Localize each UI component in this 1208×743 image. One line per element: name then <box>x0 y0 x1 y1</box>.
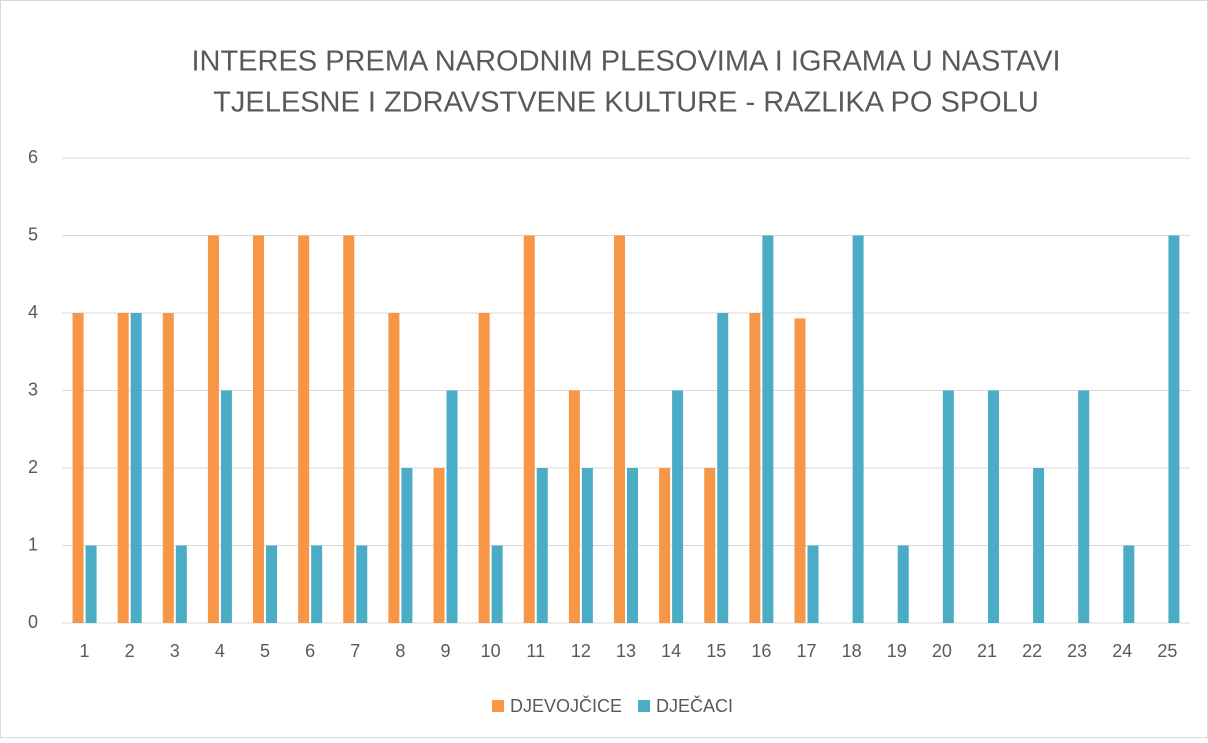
bar <box>1168 235 1180 623</box>
y-tick-label: 4 <box>28 302 38 322</box>
x-tick-label: 8 <box>395 641 405 661</box>
bar <box>794 318 806 623</box>
y-tick-label: 5 <box>28 224 38 244</box>
bar <box>433 468 445 623</box>
y-tick-label: 3 <box>28 379 38 399</box>
bar <box>388 313 400 623</box>
x-tick-label: 23 <box>1067 641 1087 661</box>
x-tick-label: 2 <box>125 641 135 661</box>
bar <box>130 313 142 623</box>
bar <box>852 235 864 623</box>
bar <box>343 235 355 623</box>
x-tick-label: 5 <box>260 641 270 661</box>
y-tick-label: 1 <box>28 534 38 554</box>
bar <box>253 235 265 623</box>
bar <box>162 313 174 623</box>
x-tick-label: 19 <box>887 641 907 661</box>
bar <box>581 468 593 623</box>
x-tick-label: 1 <box>80 641 90 661</box>
bar <box>536 468 548 623</box>
bar <box>704 468 716 623</box>
bar <box>175 545 187 623</box>
chart-title: TJELESNE I ZDRAVSTVENE KULTURE - RAZLIKA… <box>213 87 1039 119</box>
legend-swatch <box>492 700 504 712</box>
bar <box>478 313 490 623</box>
bar <box>762 235 774 623</box>
x-tick-label: 18 <box>842 641 862 661</box>
x-tick-label: 4 <box>215 641 225 661</box>
bar <box>749 313 761 623</box>
bar <box>523 235 535 623</box>
bar <box>117 313 129 623</box>
x-tick-label: 11 <box>526 641 545 661</box>
bar <box>1033 468 1045 623</box>
bar <box>672 390 684 623</box>
bar <box>266 545 278 623</box>
y-tick-label: 6 <box>28 147 38 167</box>
chart-title: INTERES PREMA NARODNIM PLESOVIMA I IGRAM… <box>191 46 1060 78</box>
x-tick-label: 13 <box>616 641 636 661</box>
bar <box>659 468 671 623</box>
legend-label: DJEVOJČICE <box>510 695 622 716</box>
x-tick-label: 22 <box>1022 641 1042 661</box>
bar <box>207 235 219 623</box>
x-tick-label: 14 <box>661 641 681 661</box>
x-tick-label: 7 <box>350 641 360 661</box>
x-tick-label: 9 <box>441 641 451 661</box>
bar <box>401 468 413 623</box>
bar <box>85 545 97 623</box>
bar <box>298 235 310 623</box>
x-tick-label: 21 <box>977 641 997 661</box>
bar <box>446 390 458 623</box>
bar <box>356 545 368 623</box>
bar <box>220 390 232 623</box>
bar <box>72 313 84 623</box>
legend-swatch <box>638 700 651 712</box>
bar <box>897 545 909 623</box>
bar <box>987 390 999 623</box>
bar <box>717 313 729 623</box>
bar <box>568 390 580 623</box>
bar <box>1123 545 1135 623</box>
y-tick-label: 2 <box>28 457 38 477</box>
x-tick-label: 20 <box>932 641 952 661</box>
bar <box>311 545 323 623</box>
bar <box>942 390 954 623</box>
x-tick-label: 17 <box>796 641 816 661</box>
bar <box>627 468 638 623</box>
bar <box>807 545 819 623</box>
x-tick-label: 15 <box>706 641 726 661</box>
x-tick-label: 24 <box>1112 641 1132 661</box>
x-tick-label: 3 <box>170 641 180 661</box>
y-tick-label: 0 <box>28 612 38 632</box>
bar <box>491 545 503 623</box>
x-tick-label: 16 <box>751 641 771 661</box>
x-tick-label: 12 <box>571 641 591 661</box>
x-tick-label: 6 <box>305 641 315 661</box>
legend-label: DJEČACI <box>656 695 733 716</box>
x-tick-label: 10 <box>481 641 501 661</box>
bar <box>614 235 625 623</box>
x-tick-label: 25 <box>1157 641 1177 661</box>
bar <box>1078 390 1090 623</box>
